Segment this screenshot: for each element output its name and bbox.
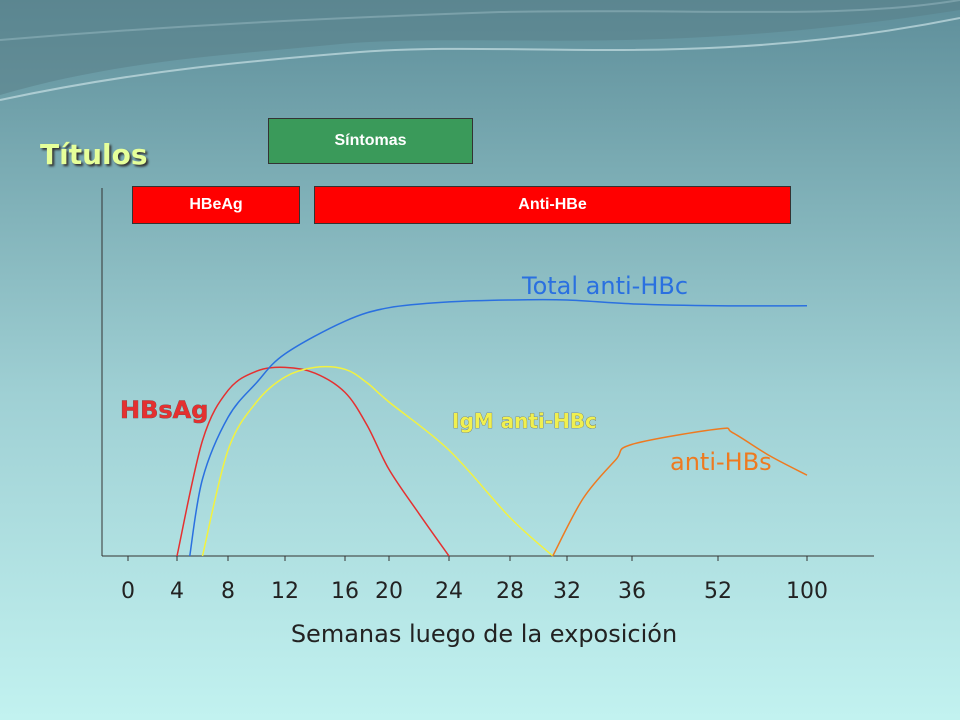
hbeag-box: HBeAg — [132, 186, 300, 224]
x-tick-label: 16 — [331, 579, 359, 604]
x-tick-label: 24 — [435, 579, 463, 604]
x-tick-label: 52 — [704, 579, 732, 604]
series-line-hbsag — [176, 366, 450, 557]
series-label-total-anti-hbc: Total anti-HBc — [521, 272, 688, 300]
symptoms-box: Síntomas — [268, 118, 473, 164]
x-tick-label: 36 — [618, 579, 646, 604]
x-tick-label: 32 — [553, 579, 581, 604]
series-label-hbsag: HBsAg — [120, 396, 208, 424]
x-tick-label: 12 — [271, 579, 299, 604]
x-tick-label: 4 — [170, 579, 184, 604]
x-tick-label: 0 — [121, 579, 135, 604]
anti-hbe-label: Anti-HBe — [518, 196, 587, 213]
hbeag-label: HBeAg — [189, 196, 243, 213]
chart-xlabel: Semanas luego de la exposición — [291, 620, 677, 648]
series-line-total-anti-hbc — [189, 298, 808, 557]
x-tick-label: 28 — [496, 579, 524, 604]
x-tick-label: 8 — [221, 579, 235, 604]
series-line-igm-anti-hbc — [201, 365, 554, 557]
symptoms-label: Síntomas — [334, 132, 407, 149]
series-label-igm-anti-hbc: IgM anti-HBc — [452, 409, 597, 433]
x-tick-label: 100 — [786, 579, 828, 604]
anti-hbe-box: Anti-HBe — [314, 186, 791, 224]
chart-ylabel: Títulos — [40, 138, 148, 171]
x-tick-label: 20 — [375, 579, 403, 604]
series-line-anti-hbs — [552, 427, 808, 557]
series-label-anti-hbs: anti-HBs — [670, 448, 772, 476]
